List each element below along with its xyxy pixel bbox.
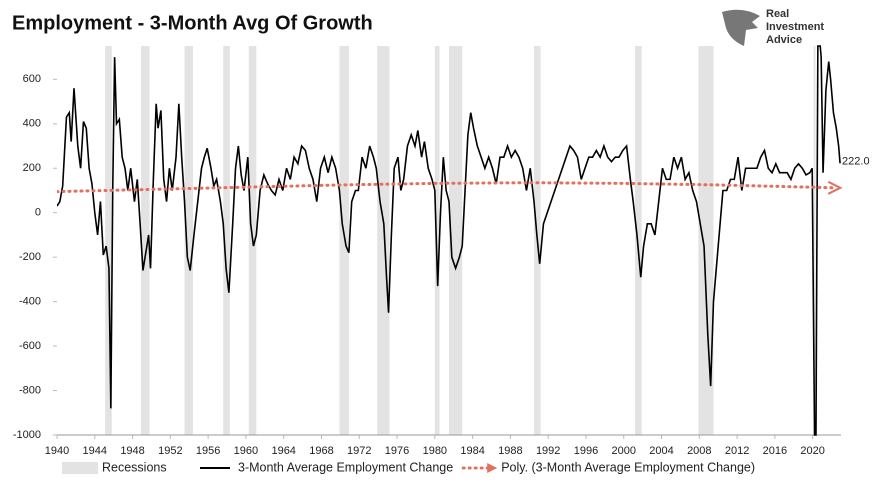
trend-line — [57, 181, 838, 194]
x-tick-label: 1956 — [196, 445, 220, 457]
x-tick-label: 1952 — [158, 445, 182, 457]
recession-band — [377, 46, 390, 435]
x-tick-label: 2012 — [725, 445, 749, 457]
recession-band — [635, 46, 642, 435]
x-tick-label: 1988 — [498, 445, 522, 457]
x-tick-label: 1976 — [385, 445, 409, 457]
y-tick-label: -1000 — [13, 429, 41, 441]
x-tick-label: 1940 — [45, 445, 69, 457]
y-tick-label: -800 — [19, 384, 41, 396]
y-tick-label: 400 — [23, 118, 41, 130]
x-tick-label: 1980 — [423, 445, 447, 457]
x-tick-label: 2020 — [800, 445, 824, 457]
recession-band — [449, 46, 463, 435]
chart-title: Employment - 3-Month Avg Of Growth — [12, 12, 373, 34]
x-tick-label: 2016 — [763, 445, 787, 457]
x-tick-label: 1972 — [347, 445, 371, 457]
x-tick-label: 1968 — [309, 445, 333, 457]
y-tick-label: 200 — [23, 162, 41, 174]
logo-text: Advice — [766, 34, 802, 46]
recession-band — [184, 46, 194, 435]
x-tick-label: 1944 — [83, 445, 107, 457]
y-tick-label: -600 — [19, 340, 41, 352]
x-tick-label: 1960 — [234, 445, 258, 457]
x-tick-label: 1948 — [120, 445, 144, 457]
recession-band — [105, 46, 112, 435]
x-tick-label: 2000 — [612, 445, 636, 457]
x-tick-label: 1964 — [271, 445, 295, 457]
x-tick-label: 1996 — [574, 445, 598, 457]
y-tick-label: 0 — [35, 207, 41, 219]
recession-band — [698, 46, 714, 435]
logo-text: Real — [766, 8, 789, 20]
data-line — [57, 45, 841, 436]
recession-band — [339, 46, 349, 435]
x-tick-label: 2004 — [649, 445, 673, 457]
legend-arrow — [487, 463, 498, 473]
legend-label: 3-Month Average Employment Change — [238, 460, 453, 474]
recession-band — [434, 46, 440, 435]
legend-label: Recessions — [102, 460, 167, 474]
x-tick-label: 1992 — [536, 445, 560, 457]
recession-band — [813, 46, 816, 435]
y-tick-label: -200 — [19, 251, 41, 263]
legend-swatch — [62, 462, 98, 474]
x-tick-label: 2008 — [687, 445, 711, 457]
logo: Real Investment Advice — [722, 8, 824, 46]
trend-arrow — [827, 180, 843, 195]
value-label: 222.0 — [842, 155, 870, 167]
x-tick-label: 1984 — [460, 445, 484, 457]
legend-label: Poly. (3-Month Average Employment Change… — [501, 460, 755, 474]
recession-band — [141, 46, 150, 435]
logo-icon — [722, 9, 760, 46]
recession-band — [223, 46, 230, 435]
logo-text: Investment — [766, 21, 824, 33]
y-tick-label: 600 — [23, 73, 41, 85]
y-tick-label: -400 — [19, 296, 41, 308]
